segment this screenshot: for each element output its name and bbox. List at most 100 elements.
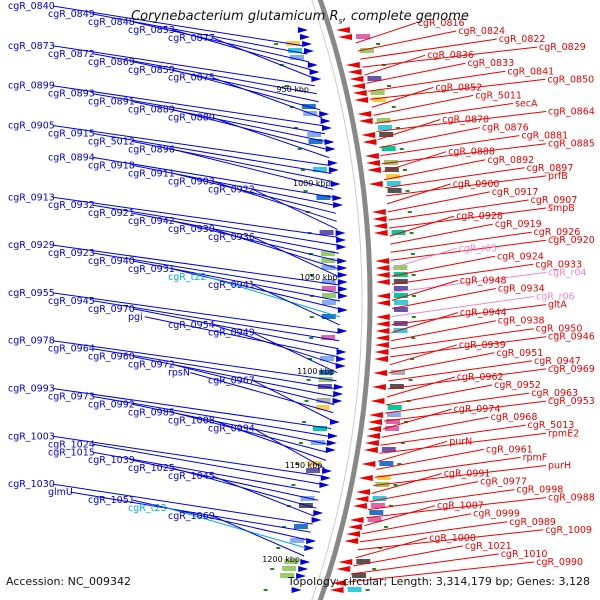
leader-line [132,499,309,541]
right-gene-label: cgR_0939 [459,340,506,351]
leader-line [132,212,339,254]
reverse-gene-arrow [362,139,377,145]
leader-line [384,159,486,181]
forward-gene-arrow [297,27,308,33]
leader-line [92,204,339,246]
leader-line [391,304,547,326]
feature-block [376,475,391,480]
feature-block [386,419,400,424]
right-gene-label: cgR_5011 [475,90,522,101]
left-gene-label: cgR_1025 [128,463,175,474]
right-gene-label: cgR_0947 [534,356,581,367]
leader-line [132,308,339,350]
right-gene-label: cgR_5013 [528,420,575,431]
leader-line [212,228,340,270]
leader-line [132,459,319,501]
forward-gene-arrow [304,48,314,54]
gc-tick [409,232,414,234]
leader-line [252,236,340,278]
left-gene-label: cgR_1015 [48,447,95,458]
reverse-gene-arrow [372,216,387,222]
right-gene-label: cgR_0961 [486,444,533,455]
reverse-gene-arrow [347,524,362,530]
forward-gene-arrow [327,160,338,166]
right-gene-label: cgR_0924 [497,251,544,262]
right-gene-label: cgR_0816 [418,18,465,29]
left-gene-label: glmU [48,487,73,498]
feature-block [389,384,404,389]
gc-tick [372,568,377,570]
reverse-gene-arrow [367,426,381,432]
right-gene-label: cgR_0989 [509,517,556,528]
forward-gene-arrow [338,293,348,299]
leader-line [386,376,455,398]
left-gene-label: cgR_0848 [88,17,135,28]
reverse-gene-arrow [375,272,390,278]
forward-gene-arrow [337,265,348,271]
left-gene-label: cgR_0891 [88,97,135,108]
feature-block [282,566,297,571]
leader-line [252,332,338,374]
right-gene-label: cgR_0999 [473,509,520,520]
feature-block [315,405,330,410]
leader-line [357,529,544,551]
leader-line [389,344,458,366]
left-gene-label: cgR_0899 [8,81,55,92]
right-gene-label: cgR_0833 [467,58,514,69]
leader-line [386,183,451,205]
gc-tick [309,274,314,276]
left-gene-label: cgR_0973 [48,392,95,403]
leader-line [172,220,340,262]
right-gene-label: smpB [548,203,575,214]
reverse-gene-arrow [375,265,390,271]
leader-line [92,93,326,135]
right-gene-label: cgR_0950 [536,324,583,335]
left-gene-label: cgR_0972 [128,360,175,371]
leader-line [132,61,319,103]
leader-line [52,292,340,334]
left-gene-label: cgR_1008 [168,415,215,426]
scale-label: 1200 kbp [262,555,300,564]
leader-line [172,364,335,406]
gc-tick [397,463,402,465]
leader-line [252,380,333,421]
feature-block [352,573,367,578]
feature-block [378,125,392,130]
reverse-gene-arrow [361,461,376,467]
left-gene-label: cgR_0877 [168,33,215,44]
right-gene-label: cgR_1021 [465,541,512,552]
leader-line [374,456,521,478]
left-gene-label: cgR_0889 [128,105,175,116]
right-gene-label: gltA [548,300,567,311]
right-gene-label: cgR_0933 [535,259,582,270]
leader-line [390,231,532,253]
right-gene-label: cgR_0919 [495,219,542,230]
feature-block [385,426,399,431]
right-gene-label: cgR_r04 [548,267,587,278]
gc-tick [304,400,309,402]
leader-line [92,396,330,437]
leader-line [132,101,327,143]
feature-block [284,559,299,564]
reverse-gene-arrow [373,230,388,236]
leader-line [384,400,547,422]
genome-backbone [311,0,373,600]
leader-line [391,296,535,317]
left-gene-label: cgR_1024 [48,439,95,450]
feature-tracks [263,27,416,593]
feature-block [393,307,408,312]
gc-tick [393,484,398,486]
feature-block [393,286,408,291]
reverse-gene-arrow [331,580,346,586]
backbone-ring [317,0,373,600]
leader-line [172,268,341,310]
reverse-gene-arrow [375,335,390,341]
right-gene-label: cgR_0824 [458,26,505,37]
forward-gene-arrow [325,146,336,152]
forward-gene-arrow [322,125,332,131]
feature-block [321,314,336,319]
leader-line [385,167,525,189]
reverse-gene-arrow [361,132,376,138]
leader-line [52,5,305,47]
